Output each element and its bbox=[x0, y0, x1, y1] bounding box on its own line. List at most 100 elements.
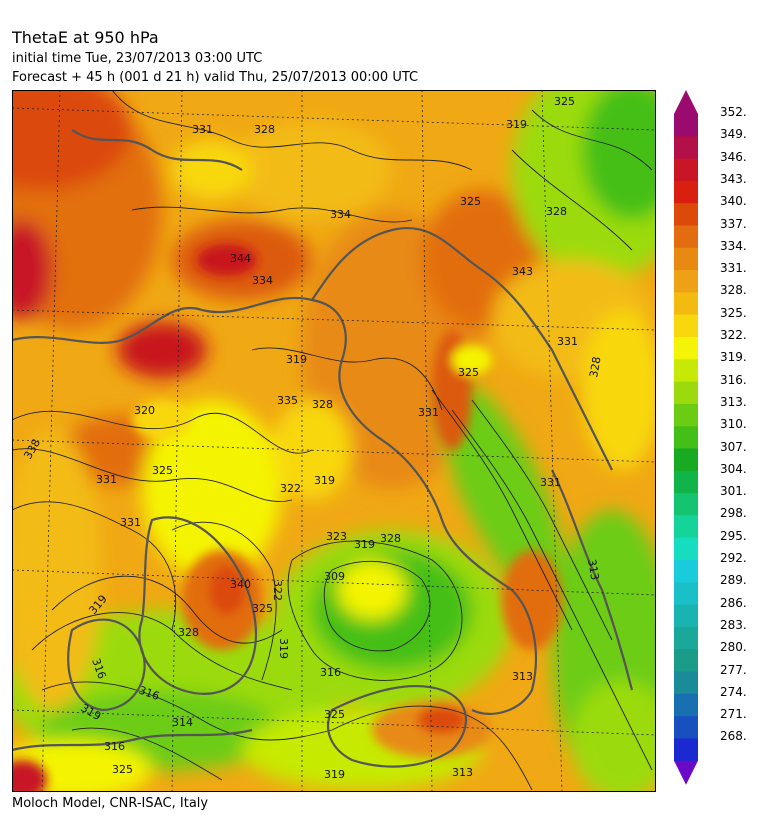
contour-line bbox=[471, 399, 613, 641]
contour-line bbox=[331, 705, 533, 791]
contour-line bbox=[51, 575, 283, 644]
field-patch bbox=[197, 244, 257, 276]
contour-label: 325 bbox=[554, 95, 575, 108]
field-patch bbox=[452, 345, 492, 375]
colorbar-label: 289. bbox=[720, 573, 747, 588]
colorbar-label: 349. bbox=[720, 127, 747, 142]
contour-label: 328 bbox=[587, 356, 603, 379]
colorbar-label: 301. bbox=[720, 484, 747, 499]
colorbar-cell bbox=[674, 270, 698, 293]
field-patch bbox=[12, 90, 132, 190]
contour-label: 334 bbox=[252, 274, 273, 287]
colorbar-label: 334. bbox=[720, 238, 747, 253]
contour-label: 323 bbox=[326, 530, 347, 543]
colorbar-cell bbox=[674, 693, 698, 717]
contour-label: 313 bbox=[585, 558, 601, 581]
colorbar-cell bbox=[674, 738, 698, 762]
grid-line bbox=[171, 90, 183, 792]
contour-line bbox=[251, 347, 443, 411]
grid-line bbox=[12, 439, 656, 463]
colorbar-cell bbox=[674, 247, 698, 271]
contour-line bbox=[171, 521, 277, 681]
colorbar-label: 310. bbox=[720, 417, 747, 432]
colorbar-label: 325. bbox=[720, 305, 747, 320]
field-patch bbox=[417, 706, 467, 734]
colorbar-label: 295. bbox=[720, 528, 747, 543]
contour-line bbox=[71, 727, 223, 781]
colorbar-label: 298. bbox=[720, 506, 747, 521]
contour-label: 319 bbox=[506, 118, 527, 131]
contour-label: 319 bbox=[286, 353, 307, 366]
grid-line bbox=[12, 107, 656, 131]
colorbar-cell bbox=[674, 470, 698, 494]
colorbar-cell bbox=[674, 448, 698, 472]
contour-label: 314 bbox=[172, 716, 193, 729]
map-frame bbox=[12, 90, 656, 792]
contour-label: 313 bbox=[452, 766, 473, 779]
field-patch bbox=[572, 680, 656, 792]
coastline bbox=[551, 469, 634, 691]
contour-line bbox=[111, 90, 473, 171]
contour-label: 325 bbox=[458, 366, 479, 379]
colorbar-cell bbox=[674, 493, 698, 516]
contour-label: 335 bbox=[277, 394, 298, 407]
colorbar-cell bbox=[674, 604, 698, 628]
coastline bbox=[71, 129, 243, 171]
field-patch bbox=[12, 430, 102, 710]
colorbar-label: 277. bbox=[720, 662, 747, 677]
contour-label: 325 bbox=[112, 763, 133, 776]
colorbar-label: 286. bbox=[720, 595, 747, 610]
contour-line bbox=[41, 681, 333, 741]
colorbar-label: 316. bbox=[720, 372, 747, 387]
contour-label: 325 bbox=[252, 602, 273, 615]
field-patch bbox=[582, 310, 656, 470]
contour-line bbox=[131, 206, 413, 223]
colorbar-cell bbox=[674, 426, 698, 449]
grid-line bbox=[541, 90, 563, 792]
field-patch bbox=[172, 140, 252, 200]
colorbar-cell bbox=[674, 381, 698, 405]
contour-label: 319 bbox=[354, 538, 375, 551]
colorbar-cell bbox=[674, 359, 698, 383]
field-patch bbox=[582, 90, 656, 220]
colorbar-label: 337. bbox=[720, 216, 747, 231]
colorbar bbox=[674, 90, 698, 785]
field-patch bbox=[12, 220, 52, 320]
colorbar-cell bbox=[674, 671, 698, 695]
colorbar-label: 328. bbox=[720, 283, 747, 298]
colorbar-bottom-arrow bbox=[674, 760, 698, 785]
contour-label: 319 bbox=[324, 768, 345, 781]
colorbar-cell bbox=[674, 158, 698, 182]
grid-line bbox=[421, 90, 433, 792]
colorbar-label: 292. bbox=[720, 551, 747, 565]
colorbar-cell bbox=[674, 203, 698, 226]
contour-label: 316 bbox=[104, 740, 125, 753]
colorbar-label: 280. bbox=[720, 640, 747, 655]
contour-line bbox=[511, 149, 633, 251]
coastline bbox=[12, 296, 538, 715]
colorbar-label: 313. bbox=[720, 394, 747, 409]
contour-label: 331 bbox=[418, 406, 439, 419]
contour-label: 316 bbox=[320, 666, 341, 679]
contour-label: 325 bbox=[152, 464, 173, 477]
colorbar-cell bbox=[674, 649, 698, 672]
contour-label: 344 bbox=[230, 252, 251, 265]
colorbar-label: 331. bbox=[720, 261, 747, 276]
colorbar-cell bbox=[674, 314, 698, 338]
contour-line bbox=[451, 409, 653, 771]
contour-line bbox=[12, 410, 313, 454]
contour-label: 325 bbox=[460, 195, 481, 208]
field-patch bbox=[209, 565, 245, 615]
contour-label: 320 bbox=[134, 404, 155, 417]
coastline bbox=[138, 516, 258, 695]
contour-label: 331 bbox=[557, 335, 578, 348]
contour-label: 313 bbox=[512, 670, 533, 683]
colorbar-cell bbox=[674, 337, 698, 360]
contour-label: 328 bbox=[546, 205, 567, 218]
contour-line bbox=[12, 448, 293, 502]
field-patch bbox=[12, 760, 47, 792]
contour-label: 325 bbox=[324, 708, 345, 721]
colorbar-top-arrow bbox=[674, 90, 698, 114]
colorbar-cell bbox=[674, 537, 698, 561]
contour-label: 331 bbox=[192, 123, 213, 136]
